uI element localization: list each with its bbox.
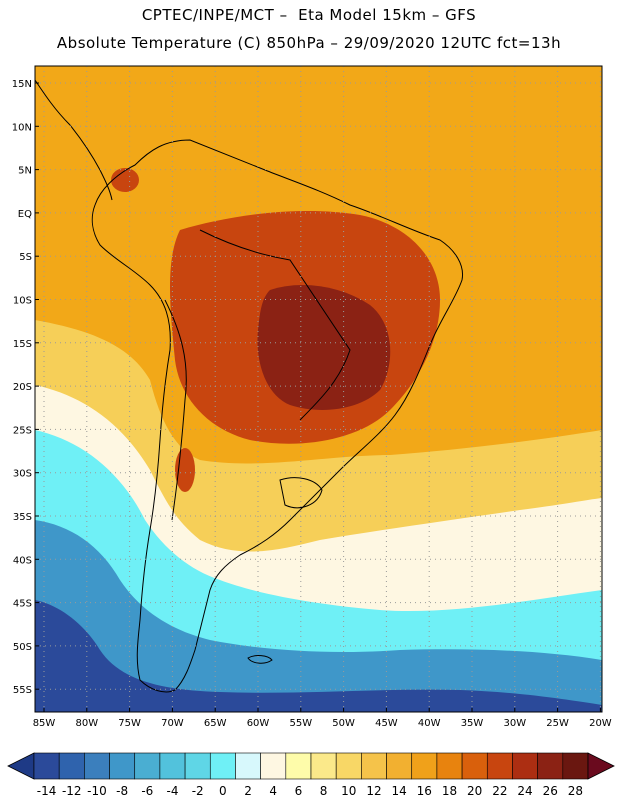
colorbar-cell: [386, 752, 413, 780]
hottest-core-region: [257, 285, 391, 410]
colorbar-label: 18: [442, 784, 457, 798]
central-america-coast: [35, 79, 113, 201]
lat-tick-label: 10S: [13, 296, 32, 307]
colorbar-cell: [335, 752, 362, 780]
colorbar-cell: [537, 752, 564, 780]
lat-tick-label: 45S: [13, 599, 32, 610]
andes-hot-spot: [175, 448, 195, 492]
longitude-axis: 85W 80W 75W 70W 65W 60W 55W 50W 45W 40W 35W 30W 25W 2…: [33, 708, 612, 729]
colorbar-label: -6: [141, 784, 153, 798]
temperature-band-minus6-0: [35, 520, 602, 712]
colorbar-label: 26: [543, 784, 558, 798]
colorbar-cell: [33, 752, 60, 780]
colorbar-cell: [184, 752, 211, 780]
temperature-field: [35, 66, 602, 712]
colorbar-label: -12: [62, 784, 82, 798]
colorbar-label: 28: [568, 784, 583, 798]
lon-tick-label: 40W: [418, 718, 441, 729]
lat-tick-label: 10N: [12, 122, 32, 133]
colorbar-label: 16: [417, 784, 432, 798]
colorbar-label: -8: [116, 784, 128, 798]
map-frame: [34, 65, 603, 713]
colorbar-cell: [562, 752, 589, 780]
colorbar-label: 6: [295, 784, 303, 798]
south-america-coast: [91, 139, 464, 693]
map-subtitle: Absolute Temperature (C) 850hPa – 29/09/…: [56, 34, 562, 52]
uruguay-outline: [279, 477, 323, 509]
lon-tick-label: 70W: [161, 718, 184, 729]
colorbar-label: -2: [192, 784, 204, 798]
colorbar-label: 8: [320, 784, 328, 798]
colorbar-label: 0: [219, 784, 227, 798]
lon-tick-label: 45W: [375, 718, 398, 729]
lat-tick-label: 20S: [13, 382, 32, 393]
colorbar-label: 4: [269, 784, 277, 798]
colorbar-high-arrow: [587, 752, 615, 780]
colorbar-label: 24: [517, 784, 532, 798]
lon-tick-label: 65W: [204, 718, 227, 729]
lat-tick-label: 50S: [13, 642, 32, 653]
colorbar-cell: [436, 752, 463, 780]
lon-tick-label: 20W: [589, 718, 612, 729]
colorbar-cell: [486, 752, 513, 780]
colorbar-cell: [209, 752, 236, 780]
colorbar-label: 14: [391, 784, 406, 798]
lon-tick-label: 30W: [503, 718, 526, 729]
colorbar-label: -4: [167, 784, 179, 798]
colorbar-low-arrow: [7, 752, 35, 780]
colorbar-label: 12: [366, 784, 381, 798]
lon-tick-label: 85W: [33, 718, 56, 729]
lon-tick-label: 35W: [461, 718, 484, 729]
colorbar-label: 10: [341, 784, 356, 798]
latitude-axis: 15N 10N 5N EQ 5S 10S 15S 20S 25S 30S 35S 40S 45S 50S 5…: [12, 79, 39, 696]
brazil-border: [199, 229, 351, 421]
lat-tick-label: 15N: [12, 79, 32, 90]
colorbar-cell: [58, 752, 85, 780]
lat-tick-label: 40S: [13, 555, 32, 566]
colombia-hot-spot: [111, 168, 139, 192]
colorbar-label: 20: [467, 784, 482, 798]
lat-tick-label: 35S: [13, 512, 32, 523]
falklands-outline: [247, 655, 273, 664]
map-title: CPTEC/INPE/MCT – Eta Model 15km – GFS: [141, 6, 477, 24]
colorbar-cell: [159, 752, 186, 780]
lon-tick-label: 75W: [118, 718, 141, 729]
colorbar-cell: [134, 752, 161, 780]
lon-tick-label: 55W: [289, 718, 312, 729]
lat-tick-label: EQ: [18, 209, 32, 220]
colorbar-label: 2: [244, 784, 252, 798]
lat-tick-label: 5N: [18, 166, 32, 177]
lat-tick-label: 25S: [13, 425, 32, 436]
colorbar-cell: [285, 752, 312, 780]
colorbar-label: -10: [87, 784, 107, 798]
colorbar-cell: [361, 752, 387, 780]
colorbar-cell: [411, 752, 438, 780]
lat-tick-label: 30S: [13, 469, 32, 480]
lon-tick-label: 50W: [332, 718, 355, 729]
temperature-band-minus14-minus8: [35, 600, 602, 712]
colorbar-cell: [461, 752, 488, 780]
colorbar: -14 -12 -10 -8 -6 -4 -2 0 2 4 6 8 10 12 14 16 18 20 22 24 26…: [7, 752, 615, 798]
colorbar-label: -14: [37, 784, 57, 798]
colorbar-cell: [109, 752, 136, 780]
lat-tick-label: 15S: [13, 339, 32, 350]
lat-tick-label: 55S: [13, 685, 32, 696]
lon-tick-label: 80W: [75, 718, 98, 729]
colorbar-cell: [512, 752, 538, 780]
andes-border: [164, 299, 187, 521]
colorbar-cell: [260, 752, 287, 780]
lon-tick-label: 25W: [546, 718, 569, 729]
lat-tick-label: 5S: [19, 252, 32, 263]
colorbar-cell: [310, 752, 337, 780]
lon-tick-label: 60W: [247, 718, 270, 729]
colorbar-cell: [235, 752, 261, 780]
colorbar-cell: [84, 752, 110, 780]
coastlines: [35, 79, 464, 693]
colorbar-label: 22: [492, 784, 507, 798]
